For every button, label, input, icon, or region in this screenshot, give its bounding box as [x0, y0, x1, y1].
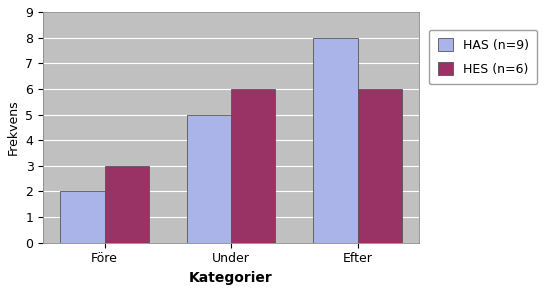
Legend: HAS (n=9), HES (n=6): HAS (n=9), HES (n=6)	[429, 30, 537, 84]
Bar	[357, 89, 402, 243]
X-axis label: Kategorier: Kategorier	[189, 271, 273, 285]
Bar	[104, 166, 149, 243]
Bar	[60, 192, 104, 243]
Bar	[231, 89, 275, 243]
Y-axis label: Frekvens: Frekvens	[7, 100, 20, 155]
Bar	[313, 38, 357, 243]
Bar	[187, 114, 231, 243]
